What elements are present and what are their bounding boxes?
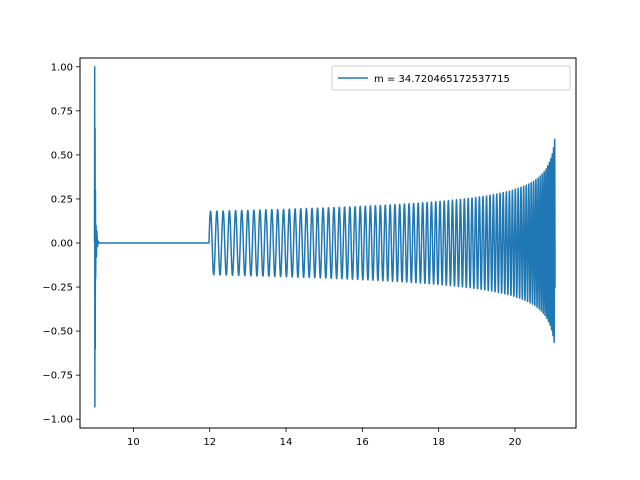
y-tick-label: 0.25 [51,194,73,205]
series-line [93,66,556,408]
legend: m = 34.720465172537715 [331,65,571,91]
y-tick-label: 1.00 [51,62,73,73]
x-tick-label: 20 [509,437,522,448]
legend-label: m = 34.720465172537715 [374,74,510,85]
axes-frame [79,57,577,429]
y-tick-label: 0.00 [51,239,73,250]
x-tick-label: 12 [203,437,216,448]
x-tick-label: 14 [280,437,293,448]
x-tick-label: 18 [432,437,445,448]
y-tick-label: −0.75 [42,371,73,382]
y-tick-label: −0.25 [42,283,73,294]
plot-area [93,66,556,408]
y-tick-label: 0.75 [51,106,73,117]
y-tick-label: −0.50 [42,327,73,338]
y-tick-label: 0.50 [51,150,73,161]
legend-box [331,65,571,91]
y-tick-label: −1.00 [42,415,73,426]
x-tick-label: 16 [356,437,369,448]
axis-ticks: 10 12 14 16 18 20 −1.00 −0.75 −0.50 −0.25 0.00 0.25… [42,62,521,448]
x-tick-label: 10 [127,437,140,448]
